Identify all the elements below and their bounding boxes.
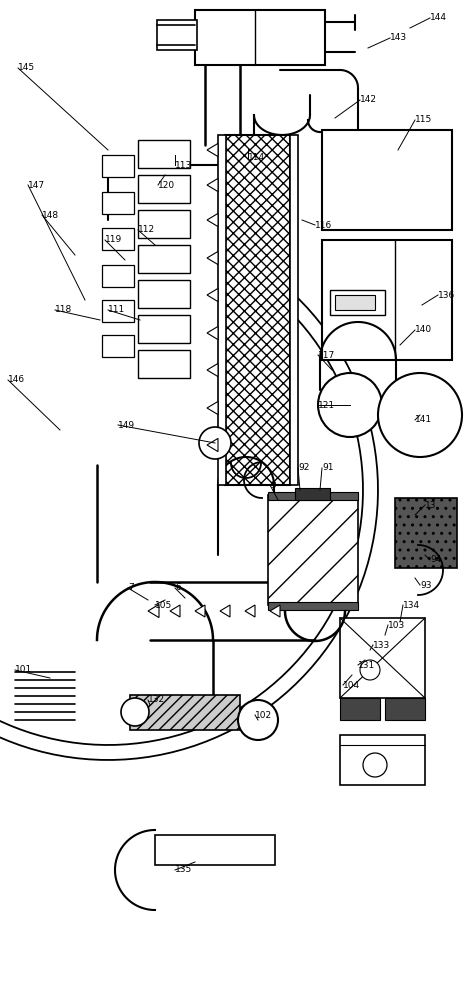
Text: 114: 114 bbox=[248, 153, 265, 162]
Bar bbox=[330, 290, 385, 315]
Bar bbox=[138, 210, 190, 238]
Text: 102: 102 bbox=[255, 710, 272, 720]
Bar bbox=[130, 695, 240, 730]
Bar bbox=[138, 350, 190, 378]
Text: 111: 111 bbox=[108, 306, 125, 314]
Polygon shape bbox=[195, 605, 205, 617]
Text: 92: 92 bbox=[298, 464, 310, 473]
Text: 115: 115 bbox=[415, 115, 432, 124]
Text: 142: 142 bbox=[360, 96, 377, 104]
Bar bbox=[290, 135, 298, 485]
Polygon shape bbox=[220, 605, 230, 617]
Bar bbox=[268, 495, 358, 605]
Bar bbox=[268, 492, 358, 500]
Text: 117: 117 bbox=[318, 351, 335, 360]
Text: 118: 118 bbox=[55, 306, 72, 314]
Text: 131: 131 bbox=[358, 660, 375, 670]
Text: 6: 6 bbox=[175, 584, 181, 592]
Text: 121: 121 bbox=[318, 400, 335, 410]
Circle shape bbox=[360, 660, 380, 680]
Text: 105: 105 bbox=[155, 600, 172, 609]
Text: 134: 134 bbox=[403, 600, 420, 609]
Polygon shape bbox=[207, 288, 218, 302]
Bar bbox=[138, 315, 190, 343]
Circle shape bbox=[199, 427, 231, 459]
Polygon shape bbox=[170, 605, 180, 617]
Text: 119: 119 bbox=[105, 235, 122, 244]
Text: 112: 112 bbox=[138, 226, 155, 234]
Circle shape bbox=[378, 373, 462, 457]
Polygon shape bbox=[207, 438, 218, 452]
Circle shape bbox=[318, 373, 382, 437]
Text: 135: 135 bbox=[175, 865, 192, 874]
Text: 103: 103 bbox=[388, 620, 405, 630]
Text: 93: 93 bbox=[420, 580, 431, 589]
Text: 146: 146 bbox=[8, 375, 25, 384]
Bar bbox=[322, 130, 452, 230]
Text: 145: 145 bbox=[18, 64, 35, 73]
Text: 149: 149 bbox=[118, 420, 135, 430]
Text: 104: 104 bbox=[343, 680, 360, 690]
Polygon shape bbox=[245, 605, 255, 617]
Polygon shape bbox=[207, 143, 218, 157]
Polygon shape bbox=[207, 213, 218, 227]
Polygon shape bbox=[270, 605, 280, 617]
Bar bbox=[385, 698, 425, 720]
Circle shape bbox=[238, 700, 278, 740]
Bar bbox=[225, 135, 290, 485]
Bar bbox=[340, 735, 425, 785]
Bar bbox=[295, 488, 330, 500]
Text: 7: 7 bbox=[128, 584, 134, 592]
Bar bbox=[102, 300, 134, 322]
Bar bbox=[138, 245, 190, 273]
Bar bbox=[322, 240, 452, 360]
Bar bbox=[102, 335, 134, 357]
Bar bbox=[102, 192, 134, 214]
Text: 143: 143 bbox=[390, 33, 407, 42]
Text: 94: 94 bbox=[430, 556, 441, 564]
Polygon shape bbox=[207, 401, 218, 415]
Text: 113: 113 bbox=[175, 160, 192, 169]
Text: 140: 140 bbox=[415, 326, 432, 334]
Bar bbox=[340, 698, 380, 720]
Bar bbox=[157, 20, 197, 50]
Text: 101: 101 bbox=[15, 666, 32, 674]
Polygon shape bbox=[207, 326, 218, 340]
Text: 147: 147 bbox=[28, 180, 45, 190]
Bar bbox=[155, 835, 275, 865]
Bar bbox=[102, 228, 134, 250]
Bar bbox=[138, 280, 190, 308]
Polygon shape bbox=[148, 604, 159, 618]
Polygon shape bbox=[207, 178, 218, 192]
Text: 9: 9 bbox=[270, 481, 276, 489]
Bar bbox=[218, 135, 226, 485]
Text: 148: 148 bbox=[42, 211, 59, 220]
Text: 133: 133 bbox=[373, 641, 390, 650]
Text: 13: 13 bbox=[425, 500, 437, 510]
Bar bbox=[340, 618, 425, 698]
Bar bbox=[335, 295, 375, 310]
Bar bbox=[395, 498, 457, 568]
Text: 91: 91 bbox=[322, 464, 333, 473]
Bar bbox=[138, 140, 190, 168]
Polygon shape bbox=[207, 251, 218, 265]
Circle shape bbox=[121, 698, 149, 726]
Bar bbox=[268, 602, 358, 610]
Polygon shape bbox=[207, 363, 218, 377]
Bar bbox=[102, 265, 134, 287]
Bar bbox=[195, 10, 325, 65]
Text: 141: 141 bbox=[415, 416, 432, 424]
Bar bbox=[138, 175, 190, 203]
Circle shape bbox=[363, 753, 387, 777]
Text: 120: 120 bbox=[158, 180, 175, 190]
Text: 116: 116 bbox=[315, 221, 332, 230]
Bar bbox=[102, 155, 134, 177]
Text: 132: 132 bbox=[148, 696, 165, 704]
Text: 136: 136 bbox=[438, 290, 455, 300]
Text: 144: 144 bbox=[430, 13, 447, 22]
